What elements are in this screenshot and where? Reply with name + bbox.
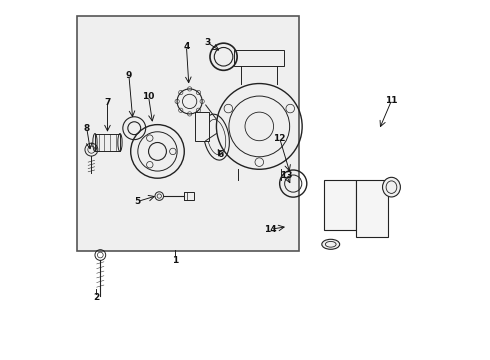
Bar: [195, 112, 209, 141]
Bar: [234, 50, 284, 66]
Text: 14: 14: [265, 225, 277, 234]
Text: 13: 13: [280, 171, 293, 180]
Ellipse shape: [322, 239, 340, 249]
Bar: [323, 180, 356, 230]
Text: 8: 8: [84, 124, 90, 133]
Text: 5: 5: [135, 197, 141, 206]
Text: 7: 7: [104, 98, 111, 107]
Text: 2: 2: [93, 293, 99, 302]
Bar: [77, 16, 298, 251]
Text: 6: 6: [218, 150, 224, 159]
Text: 9: 9: [126, 71, 132, 80]
Text: 10: 10: [143, 92, 155, 101]
Text: 3: 3: [205, 38, 211, 47]
Text: 11: 11: [385, 96, 398, 105]
Ellipse shape: [383, 177, 400, 197]
Bar: [356, 180, 388, 237]
Bar: [95, 134, 120, 152]
Text: 12: 12: [273, 134, 286, 143]
Bar: [184, 192, 194, 201]
Text: 1: 1: [172, 256, 178, 265]
Text: 4: 4: [183, 41, 190, 50]
